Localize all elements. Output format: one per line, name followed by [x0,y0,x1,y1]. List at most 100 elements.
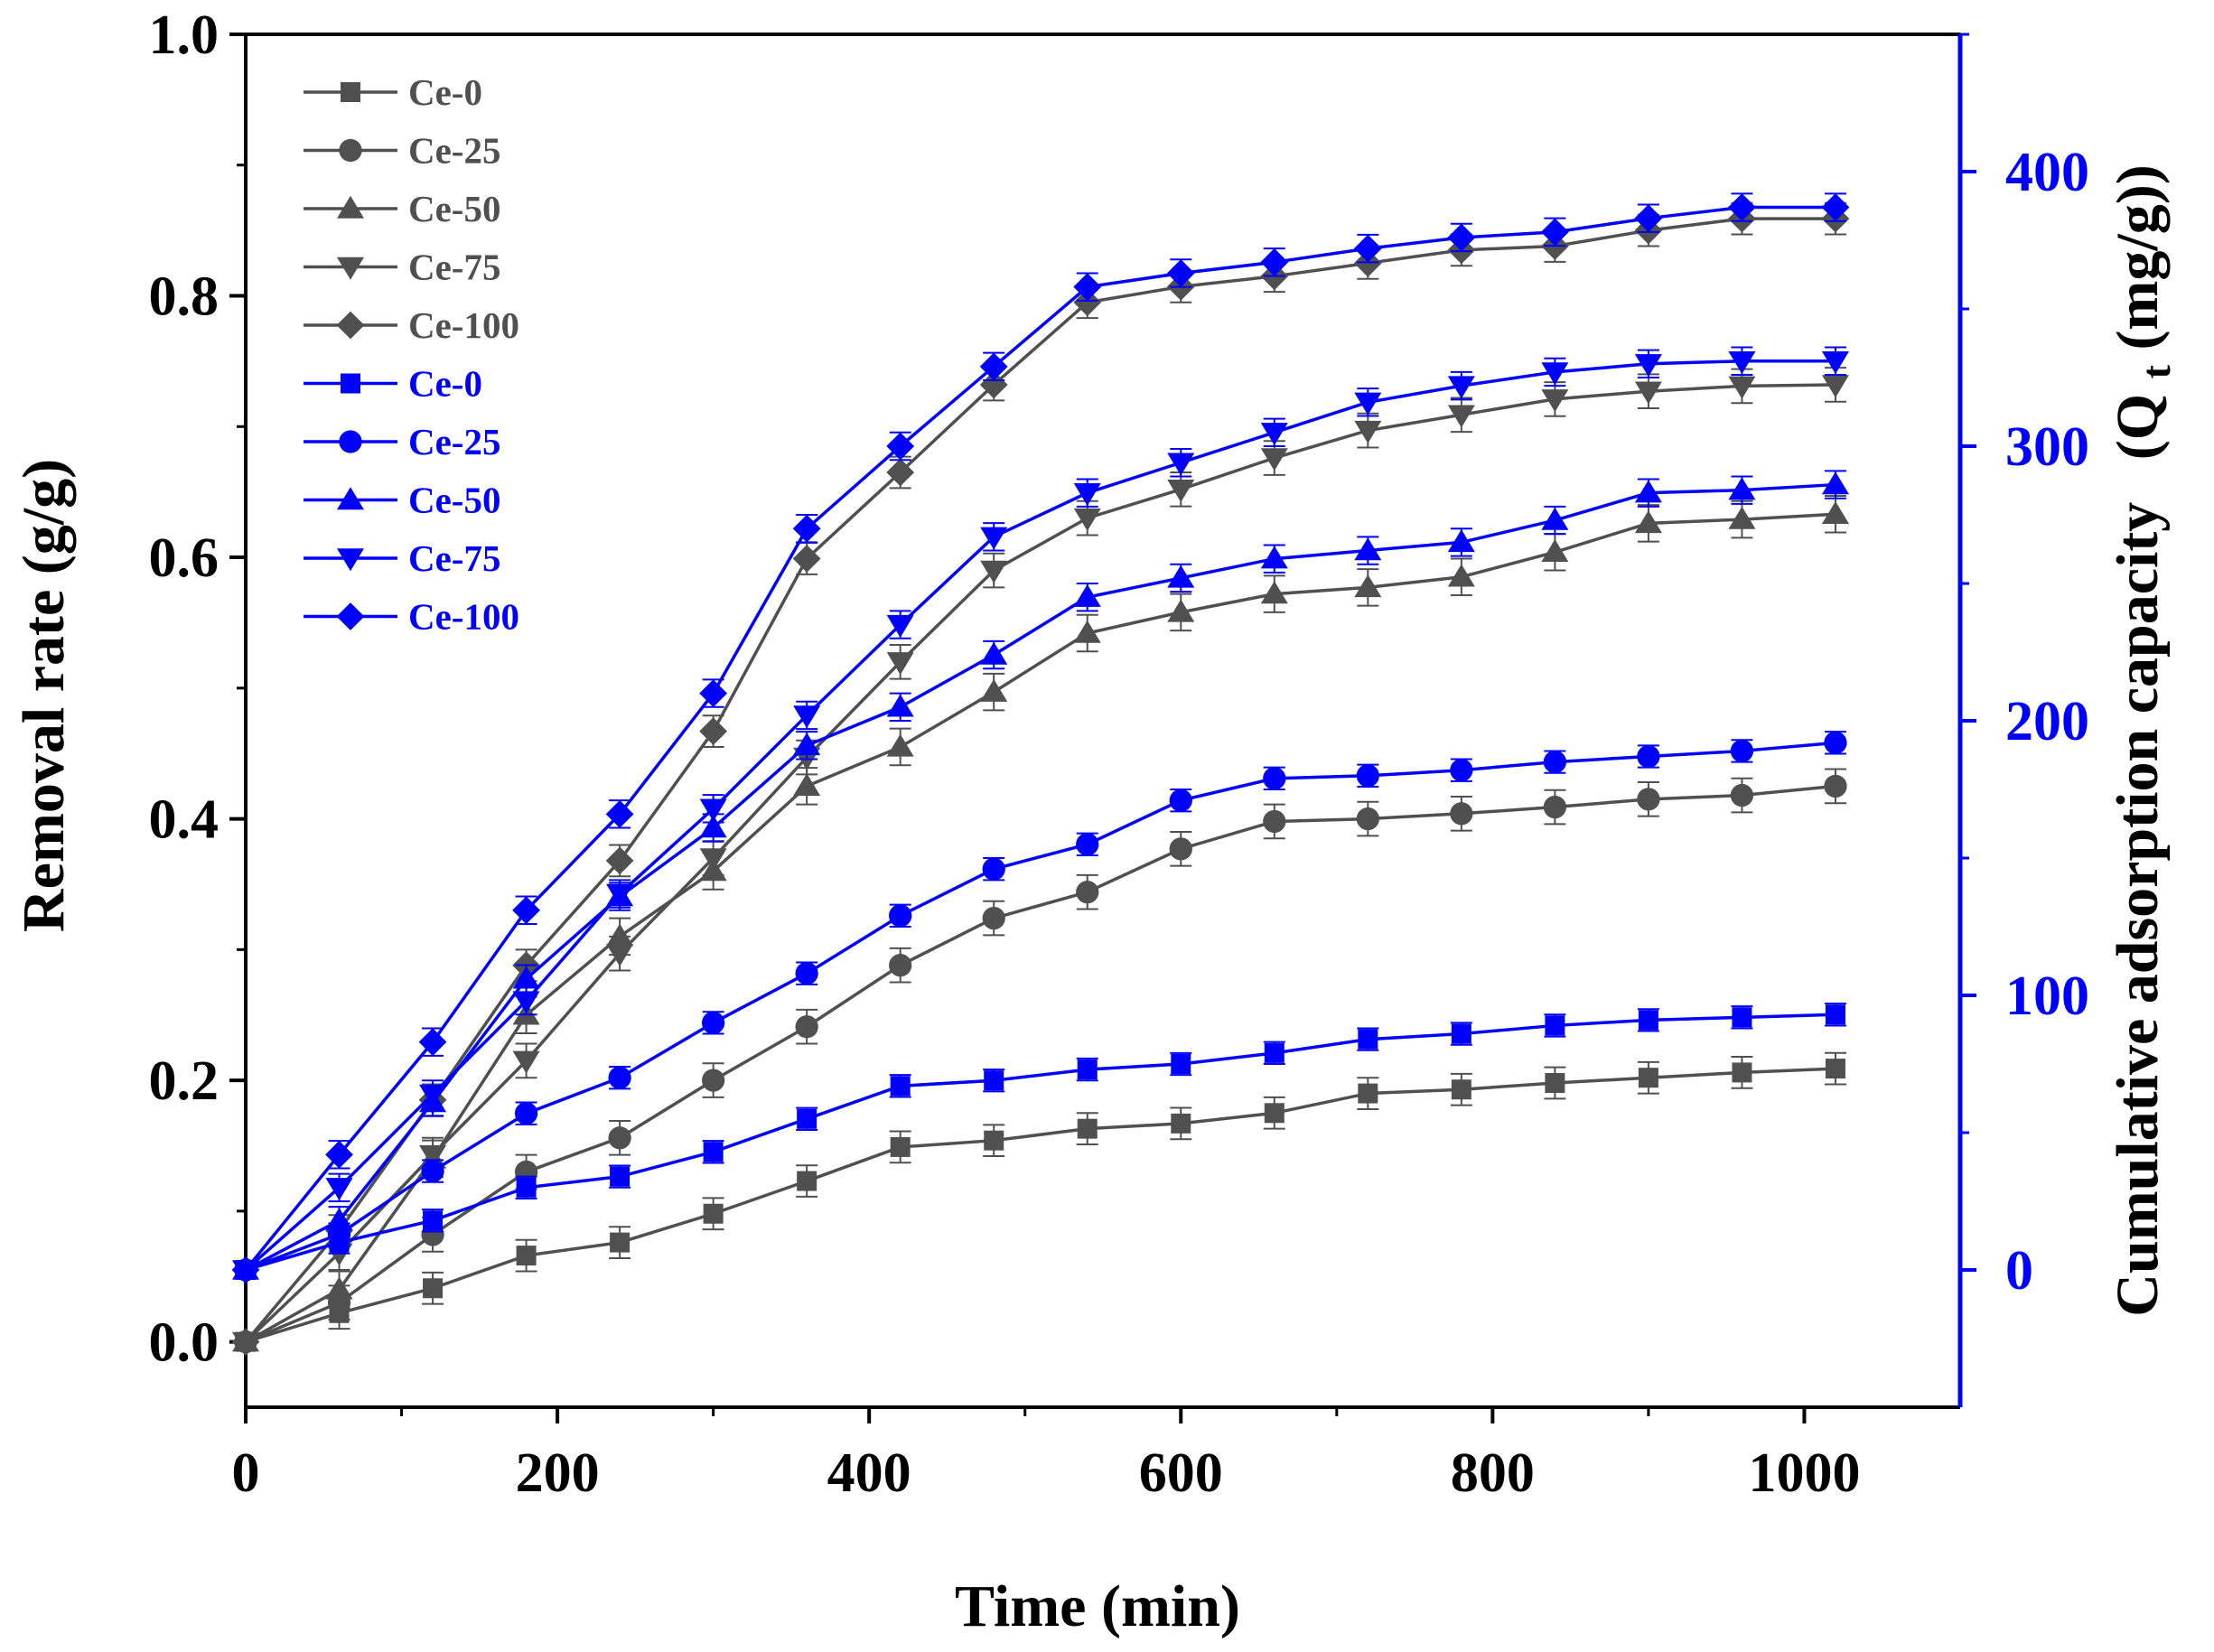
data-point [325,1140,353,1169]
data-point [1260,247,1289,276]
y-left-axis-title: Removal rate (g/g) [11,459,77,932]
y-left-tick-label: 0.4 [149,789,220,851]
data-point [516,1177,537,1198]
data-point [979,370,1008,399]
legend-label: Ce-25 [408,130,500,172]
x-tick-label: 800 [1451,1442,1535,1504]
data-point [797,1108,817,1129]
legend-label: Ce-25 [408,421,500,462]
data-point [886,614,914,638]
data-point [512,991,540,1014]
data-point [325,1276,353,1300]
data-point [1637,744,1660,769]
data-point [699,815,727,838]
legend-marker [339,430,362,453]
x-tick-label: 600 [1139,1442,1223,1504]
data-point [1732,1007,1752,1028]
data-point [886,652,914,676]
legend-label: Ce-50 [408,188,500,229]
data-point [1728,506,1756,529]
data-point [889,904,912,928]
x-tick-label: 0 [232,1442,260,1504]
series-layer [231,192,1850,1357]
data-point [608,1126,631,1150]
legend-item: Ce-50 [304,188,500,229]
data-point [703,1203,724,1224]
series-line [245,741,1836,1272]
y-right-axis-title-sub: t [2133,364,2179,378]
data-point [1447,529,1475,553]
data-point [1634,354,1662,378]
data-point [1728,351,1756,375]
data-point [792,514,821,543]
data-point [1637,788,1660,811]
data-point [701,1069,725,1092]
data-point [512,966,540,989]
data-point [1073,288,1102,317]
x-axis-title: Time (min) [955,1573,1240,1639]
data-point [1171,1113,1191,1134]
data-point [1541,507,1569,530]
data-point [1073,482,1101,506]
series-right-ce-25 [234,731,1847,1282]
data-point [610,1166,631,1187]
data-point [1354,420,1382,443]
data-point [1824,774,1847,798]
legend-label: Ce-100 [408,304,519,346]
data-point [1821,351,1849,375]
data-point [1260,546,1288,569]
data-point [419,1084,447,1107]
legend-item: Ce-0 [304,363,482,405]
data-point [886,733,914,757]
data-point [605,799,634,828]
data-point [1728,193,1756,221]
series-left-ce-0 [236,1051,1846,1352]
data-point [1730,739,1754,763]
legend-label: Ce-0 [408,363,482,405]
data-point [797,1171,817,1191]
data-point [1450,759,1473,782]
series-line [244,383,1836,1343]
legend-marker [336,311,365,340]
legend-marker [341,373,360,394]
data-point [1171,1054,1191,1074]
data-point [1634,381,1662,405]
data-point [890,1136,911,1157]
series-line [245,482,1836,1272]
y-right-axis-title: Cumulative adsorption capacity (Q t (mg/… [2105,164,2183,1316]
axes-layer: 0 200 400 600 800 1000 0.0 0.2 0.4 0.6 0.8 1.0 0 100 2… [149,5,2090,1504]
legend-label: Ce-50 [408,480,500,521]
data-point [606,923,634,947]
data-point [703,1142,724,1162]
data-point [1821,471,1849,495]
data-point [1358,1083,1378,1104]
data-point [421,1159,444,1183]
y-left-tick-label: 0.6 [149,527,220,589]
legend-marker [339,138,362,163]
data-point [1073,620,1101,643]
data-point [1821,500,1849,525]
y-right-tick-label: 0 [2005,1240,2033,1302]
series-line [244,205,1836,1272]
data-point [792,545,821,573]
data-point [1825,1004,1845,1025]
data-point [889,954,912,977]
data-point [699,717,728,745]
legend-label: Ce-100 [408,596,519,638]
data-point [1264,1103,1284,1124]
y-left-tick-label: 0.0 [149,1312,220,1374]
y-right-tick-label: 300 [2005,416,2089,478]
data-point [984,1130,1004,1151]
series-line [244,359,1836,1272]
data-point [1169,789,1192,812]
data-point [982,857,1005,881]
data-point [1728,376,1756,399]
data-point [984,1070,1004,1091]
data-point [1354,537,1382,561]
data-point [1543,750,1567,774]
data-point [980,527,1008,550]
data-point [1541,538,1569,562]
legend-label: Ce-75 [408,537,500,579]
legend-marker [336,257,365,280]
